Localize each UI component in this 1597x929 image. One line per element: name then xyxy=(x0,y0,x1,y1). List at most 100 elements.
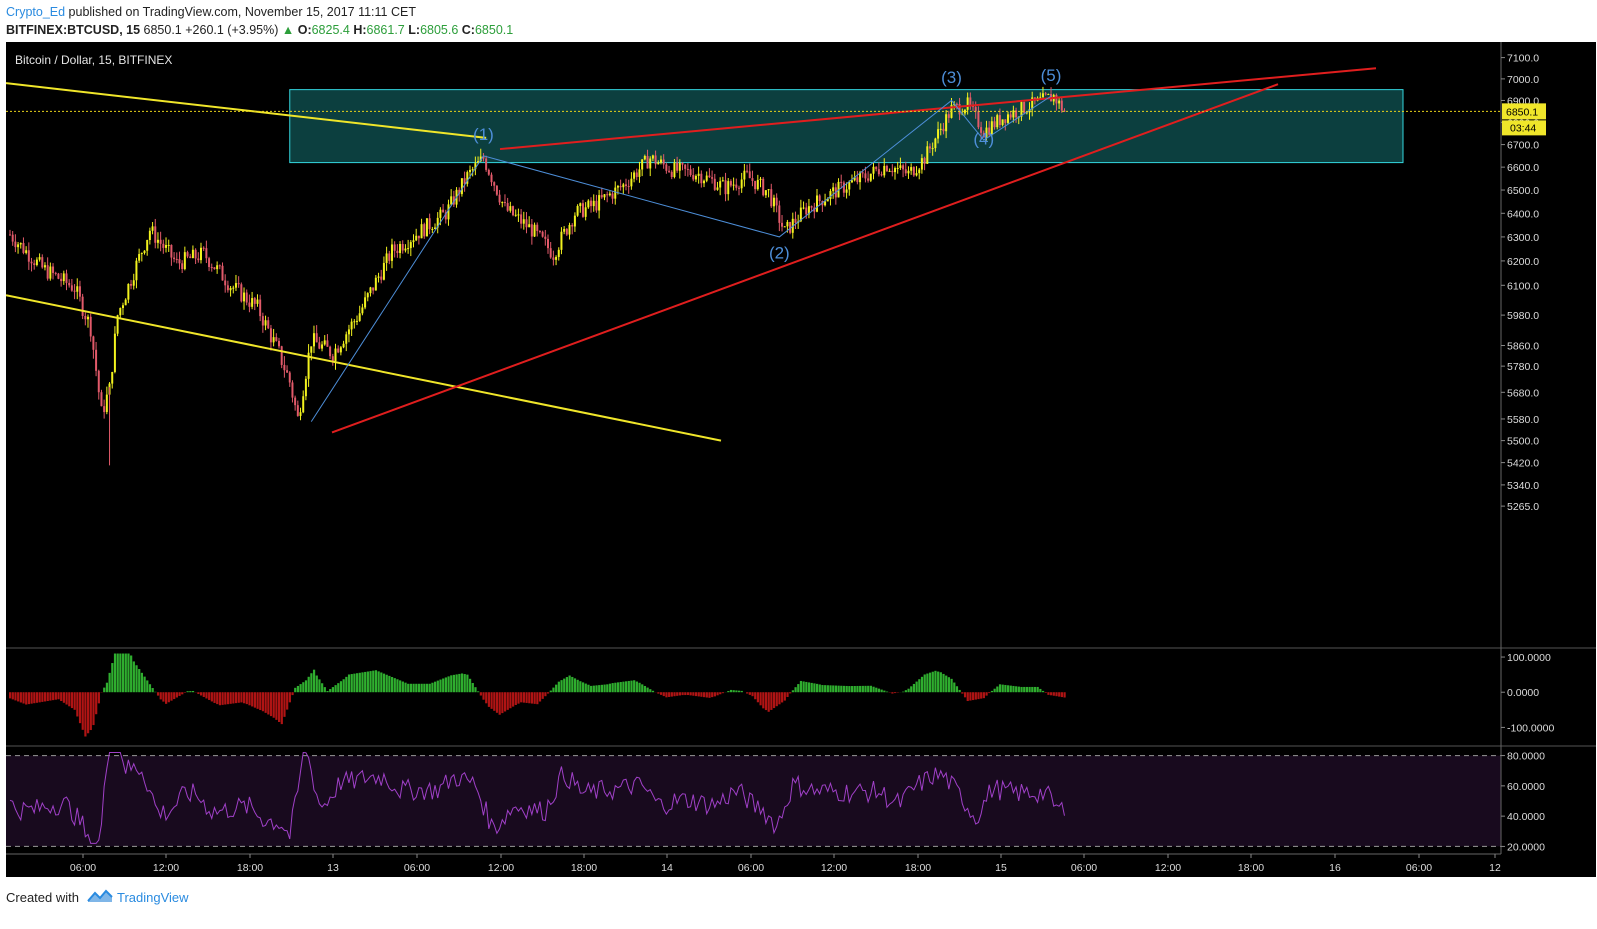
elliott-wave-path xyxy=(310,95,1052,422)
oscillator-bar xyxy=(649,689,652,693)
candle-body xyxy=(786,221,789,227)
oscillator-bar xyxy=(832,685,835,693)
price-tick-label: 5980.0 xyxy=(1507,310,1539,322)
oscillator-bar xyxy=(412,683,415,693)
candle-body xyxy=(867,178,870,181)
oscillator-bar xyxy=(821,685,824,693)
oscillator-bar xyxy=(859,685,862,693)
oscillator-bar xyxy=(697,692,700,697)
oscillator-bar xyxy=(57,692,60,700)
oscillator-bar xyxy=(1060,692,1063,698)
time-tick-label: 18:00 xyxy=(1238,862,1264,874)
oscillator-bar xyxy=(590,685,593,693)
time-tick-label: 06:00 xyxy=(1406,862,1432,874)
oscillator-bar xyxy=(181,692,184,695)
candle-body xyxy=(275,337,278,341)
red-support-line xyxy=(331,83,1279,434)
candle-body xyxy=(1055,94,1058,104)
oscillator-bar xyxy=(428,683,431,693)
oscillator-bar xyxy=(993,688,996,693)
candle-body xyxy=(635,172,638,177)
oscillator-bar xyxy=(447,676,450,693)
oscillator-bar xyxy=(555,684,558,693)
candle-body xyxy=(533,224,536,237)
oscillator-bar xyxy=(786,692,789,697)
oscillator-bar xyxy=(159,692,162,700)
oscillator-bar xyxy=(802,681,805,693)
oscillator-bar xyxy=(269,692,273,717)
oscillator-bar xyxy=(321,683,324,693)
time-tick-label: 12:00 xyxy=(821,862,847,874)
candle-body xyxy=(267,320,270,329)
oscillator-bar xyxy=(1023,686,1026,693)
rsi-tick-label: 80.0000 xyxy=(1507,751,1545,763)
oscillator-bar xyxy=(1039,688,1042,693)
oscillator-bar xyxy=(326,690,329,693)
candle-body xyxy=(616,186,619,188)
candle-body xyxy=(442,209,445,213)
oscillator-bar xyxy=(573,678,577,693)
oscillator-tick-label: 100.0000 xyxy=(1507,652,1551,664)
oscillator-bar xyxy=(70,692,74,709)
oscillator-bar xyxy=(770,692,773,710)
candle-body xyxy=(802,207,805,209)
high-value: 6861.7 xyxy=(366,23,405,37)
candle-body xyxy=(269,328,272,343)
candle-body xyxy=(525,219,528,228)
candle-body xyxy=(850,180,853,183)
oscillator-bar xyxy=(213,692,216,703)
candle-body xyxy=(490,174,493,183)
price-tick-label: 7100.0 xyxy=(1507,53,1539,65)
candle-body xyxy=(673,162,676,177)
oscillator-bar xyxy=(439,679,442,693)
candle-body xyxy=(97,370,100,393)
oscillator-bar xyxy=(861,685,864,693)
oscillator-bar xyxy=(1028,686,1031,693)
candle-body xyxy=(434,227,437,230)
price-tick-label: 6300.0 xyxy=(1507,232,1539,244)
author-link[interactable]: Crypto_Ed xyxy=(6,5,66,19)
oscillator-bar xyxy=(9,692,12,699)
time-tick-label: 12:00 xyxy=(488,862,514,874)
tradingview-link[interactable]: TradingView xyxy=(117,890,189,905)
candle-body xyxy=(974,107,977,112)
candle-body xyxy=(1041,93,1044,98)
oscillator-bar xyxy=(41,692,44,702)
chart-svg[interactable]: (1)(2)(3)(4)(5) 7100.07000.06900.06800.0… xyxy=(5,42,1596,877)
candle-body xyxy=(369,287,372,294)
oscillator-bar xyxy=(587,684,590,693)
time-tick-label: 12:00 xyxy=(153,862,179,874)
oscillator-bar xyxy=(974,692,977,700)
oscillator-bar xyxy=(512,692,515,707)
oscillator-bar xyxy=(907,688,910,693)
candle-body xyxy=(14,241,17,248)
price-tick-label: 6700.0 xyxy=(1507,140,1539,152)
oscillator-bar xyxy=(482,692,485,700)
oscillator-bar xyxy=(673,692,676,697)
candle-body xyxy=(848,182,851,190)
candle-body xyxy=(727,181,730,195)
candle-body xyxy=(864,173,867,179)
chart-area[interactable]: (1)(2)(3)(4)(5) 7100.07000.06900.06800.0… xyxy=(5,42,1596,877)
oscillator-bar xyxy=(248,692,251,706)
oscillator-bar xyxy=(178,692,181,696)
oscillator-bar xyxy=(850,686,854,693)
oscillator-bar xyxy=(824,685,827,693)
oscillator-bar xyxy=(659,692,663,695)
candle-body xyxy=(288,372,291,383)
oscillator-bar xyxy=(735,690,738,693)
oscillator-bar xyxy=(990,690,994,693)
chart-header: Crypto_Ed published on TradingView.com, … xyxy=(0,0,1597,42)
oscillator-bar xyxy=(401,681,404,693)
time-tick-label: 15 xyxy=(995,862,1007,874)
oscillator-bar xyxy=(399,680,402,693)
oscillator-bar xyxy=(563,678,566,693)
oscillator-bar xyxy=(331,687,334,693)
candle-body xyxy=(38,257,41,260)
time-tick-label: 18:00 xyxy=(905,862,931,874)
oscillator-bar xyxy=(686,692,690,696)
candle-body xyxy=(70,285,73,291)
oscillator-bar xyxy=(417,683,421,693)
candle-body xyxy=(719,181,722,188)
candle-body xyxy=(832,187,835,192)
